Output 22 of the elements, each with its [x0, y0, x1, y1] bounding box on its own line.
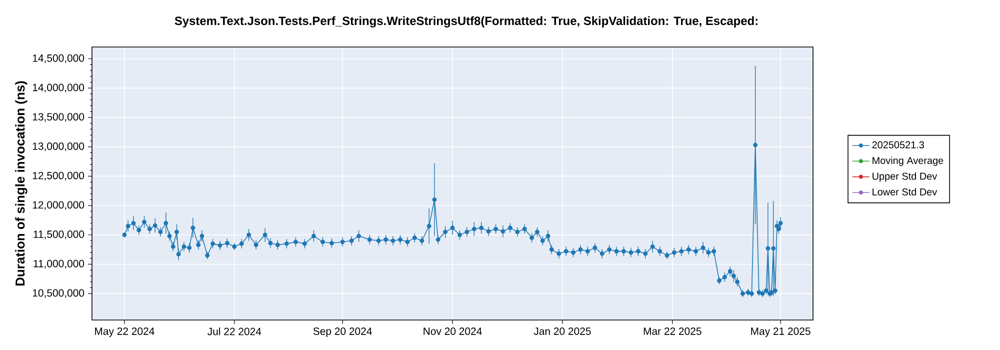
- x-tick-label: Jan 20 2025: [534, 328, 591, 335]
- y-axis-title: Duration of single invocation (ns): [15, 81, 28, 286]
- y-tick-label: 11,000,000: [34, 260, 84, 269]
- legend-label: Upper Std Dev: [872, 172, 938, 182]
- y-tick-label: 10,500,000: [32, 289, 84, 298]
- y-tick-label: 12,000,000: [32, 201, 84, 210]
- y-tick-label: 14,500,000: [32, 54, 84, 64]
- legend-label: 20250521.3: [872, 141, 924, 148]
- y-tick-label: 13,000,000: [32, 142, 84, 152]
- y-tick-label: 11,500,000: [34, 230, 84, 240]
- legend-label: Moving Average: [872, 156, 944, 166]
- x-tick-label: Sep 20 2024: [313, 328, 372, 337]
- y-tick-label: 13,500,000: [32, 113, 84, 122]
- x-tick-label: May 21 2025: [751, 328, 810, 337]
- x-tick-label: Jul 22 2024: [208, 328, 262, 336]
- y-tick-label: 14,000,000: [32, 84, 84, 92]
- x-tick-label: Mar 22 2025: [644, 328, 702, 335]
- x-tick-label: May 22 2024: [95, 328, 154, 337]
- y-tick-label: 12,500,000: [32, 172, 84, 180]
- chart-title: System.Text.Json.Tests.Perf_Strings.WriteStringsUtf8(Formatted: True, SkipValidation: True, Escaped:: [174, 16, 758, 28]
- x-tick-label: Nov 20 2024: [424, 328, 482, 335]
- legend-label: Lower Std Dev: [872, 188, 938, 196]
